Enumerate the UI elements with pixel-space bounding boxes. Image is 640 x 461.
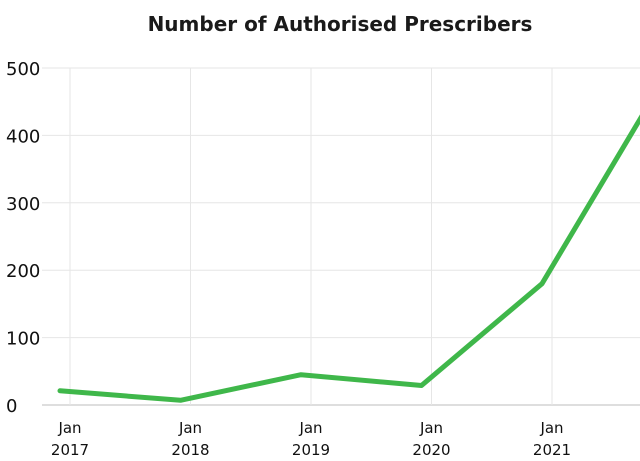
x-tick-label-year-2020-01: 2020 <box>412 441 450 459</box>
y-axis-ticks: 0 100 200 300 400 500 <box>6 59 40 417</box>
x-tick-label-month-2021-01: Jan <box>539 419 563 437</box>
x-tick-label-month-2019-01: Jan <box>298 419 322 437</box>
x-tick-label-month-2018-01: Jan <box>178 419 202 437</box>
x-axis-ticks: Jan 2017 Jan 2018 Jan 2019 Jan 2020 Jan 2021 <box>51 419 571 459</box>
y-tick-label-400: 400 <box>6 126 40 147</box>
series-line-0 <box>57 114 640 403</box>
x-tick-label-year-2017-01: 2017 <box>51 441 89 459</box>
y-tick-label-0: 0 <box>6 396 17 417</box>
y-tick-label-100: 100 <box>6 329 40 350</box>
x-tick-label-year-2018-01: 2018 <box>171 441 209 459</box>
x-tick-label-year-2019-01: 2019 <box>292 441 330 459</box>
x-tick-label-month-2020-01: Jan <box>419 419 443 437</box>
y-tick-label-500: 500 <box>6 59 40 80</box>
x-tick-label-month-2017-01: Jan <box>57 419 81 437</box>
y-tick-label-300: 300 <box>6 194 40 215</box>
grid-layer <box>42 67 640 406</box>
series-layer <box>57 114 640 403</box>
y-tick-label-200: 200 <box>6 261 40 282</box>
chart-title: Number of Authorised Prescribers <box>147 12 533 36</box>
x-tick-label-year-2021-01: 2021 <box>533 441 571 459</box>
